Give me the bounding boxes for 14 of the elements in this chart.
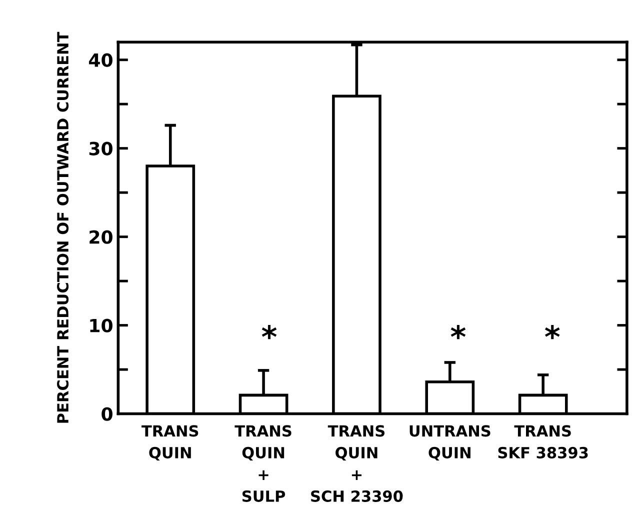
y-tick-label: 0 bbox=[102, 407, 112, 421]
y-tick-label: 40 bbox=[89, 53, 112, 67]
x-tick-label: TRANS QUIN + SCH 23390 bbox=[311, 425, 403, 502]
x-tick-label: TRANS QUIN bbox=[142, 425, 198, 460]
annotation: * bbox=[450, 324, 466, 340]
x-tick-label: UNTRANS QUIN bbox=[410, 425, 490, 460]
x-tick-label: TRANS QUIN + SULP bbox=[234, 425, 292, 502]
x-tick-label: TRANS SKF 38393 bbox=[498, 425, 588, 458]
annotation: * bbox=[544, 324, 560, 340]
y-tick-label: 30 bbox=[89, 142, 112, 156]
y-tick-label: 20 bbox=[90, 230, 112, 244]
annotation: * bbox=[262, 324, 277, 340]
y-axis-title: PERCENT REDUCTION OF OUTWARD CURRENT bbox=[57, 32, 69, 423]
y-tick-label: 10 bbox=[90, 318, 112, 332]
